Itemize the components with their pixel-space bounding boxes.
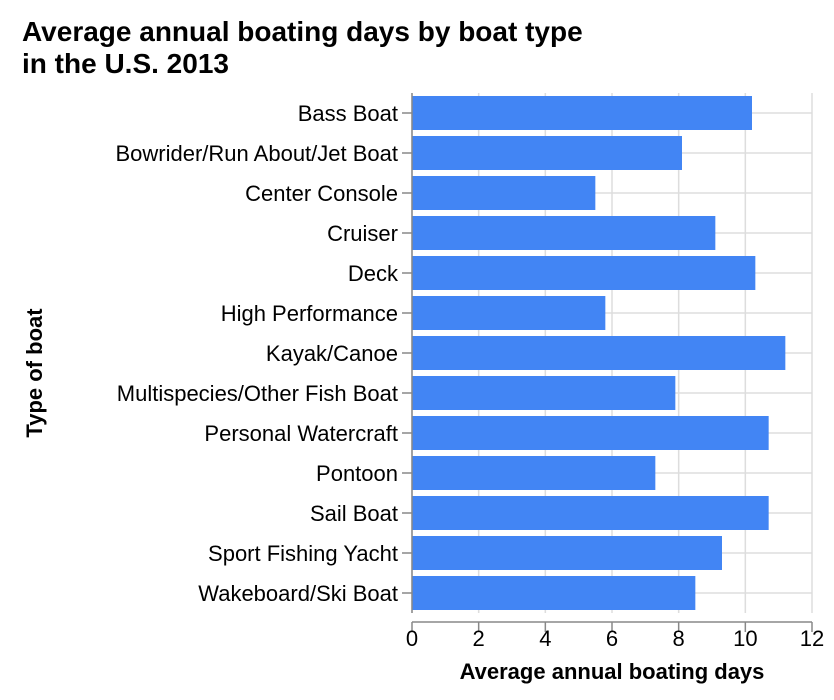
category-label: Kayak/Canoe <box>266 341 398 366</box>
bar <box>412 336 786 370</box>
category-label: Wakeboard/Ski Boat <box>198 581 398 606</box>
bar <box>412 496 769 530</box>
x-tick-label: 2 <box>473 626 485 651</box>
category-label: High Performance <box>221 301 398 326</box>
bar <box>412 96 752 130</box>
x-tick-label: 10 <box>733 626 757 651</box>
y-axis-title: Type of boat <box>22 308 47 438</box>
category-label: Pontoon <box>316 461 398 486</box>
category-label: Sail Boat <box>310 501 398 526</box>
x-tick-label: 6 <box>606 626 618 651</box>
category-label: Cruiser <box>327 221 398 246</box>
bars <box>412 96 786 610</box>
chart-title-line-1: Average annual boating days by boat type <box>22 16 583 47</box>
bar <box>412 416 769 450</box>
x-tick-labels: 0 2 4 6 8 10 12 <box>406 626 824 651</box>
x-tick-label: 0 <box>406 626 418 651</box>
axes <box>402 93 813 632</box>
category-labels: Bass Boat Bowrider/Run About/Jet Boat Cent… <box>116 101 399 606</box>
x-tick-label: 8 <box>673 626 685 651</box>
category-label: Multispecies/Other Fish Boat <box>117 381 398 406</box>
x-tick-label: 12 <box>800 626 824 651</box>
category-label: Center Console <box>245 181 398 206</box>
category-label: Sport Fishing Yacht <box>208 541 398 566</box>
category-label: Bowrider/Run About/Jet Boat <box>116 141 399 166</box>
bar <box>412 296 606 330</box>
x-axis-title: Average annual boating days <box>460 659 765 684</box>
bar <box>412 576 696 610</box>
category-label: Personal Watercraft <box>204 421 398 446</box>
chart-title-line-2: in the U.S. 2013 <box>22 48 229 79</box>
category-label: Bass Boat <box>298 101 398 126</box>
bar <box>412 216 716 250</box>
bar <box>412 376 676 410</box>
bar <box>412 456 656 490</box>
bar <box>412 136 682 170</box>
bar <box>412 536 722 570</box>
x-tick-label: 4 <box>539 626 551 651</box>
bar <box>412 256 756 290</box>
category-label: Deck <box>348 261 399 286</box>
bar <box>412 176 596 210</box>
chart-title: Average annual boating days by boat type… <box>22 16 782 80</box>
